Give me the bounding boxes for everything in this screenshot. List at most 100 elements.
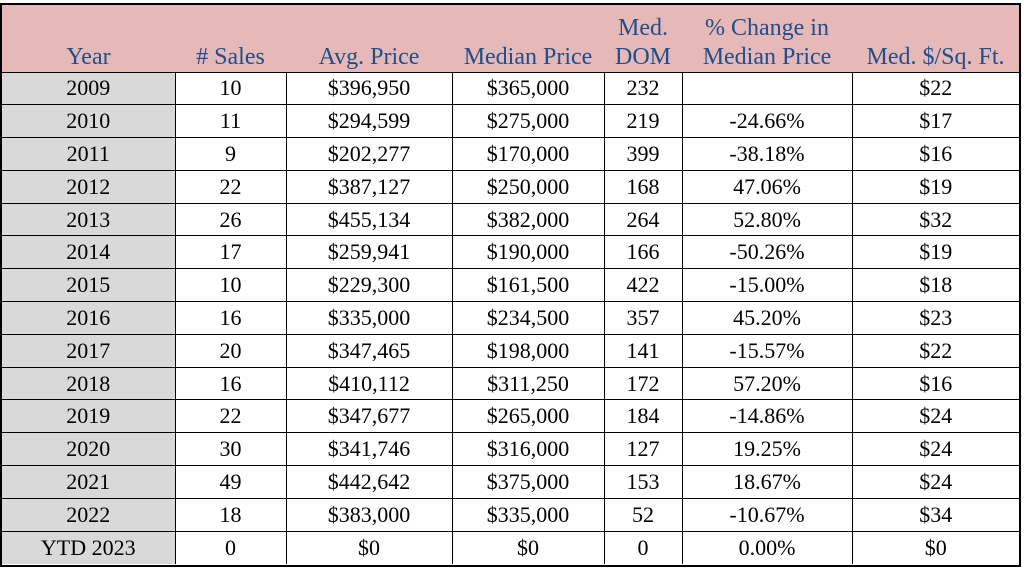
table-row: 2009 10 $396,950 $365,000 232 $22 — [2, 72, 1019, 106]
sales-count-cell: 10 — [175, 72, 287, 106]
median-price-cell: $0 — [452, 531, 605, 564]
sales-count-cell: 18 — [175, 498, 287, 532]
header-sales: # Sales — [175, 5, 286, 73]
median-price-cell: $316,000 — [452, 432, 605, 467]
year-cell: 2012 — [2, 170, 176, 204]
sales-count-cell: 9 — [175, 137, 287, 171]
median-price-cell: $335,000 — [452, 498, 605, 532]
header-pct-change-line2: Median Price — [702, 43, 832, 70]
median-dom-cell: 219 — [604, 104, 683, 139]
pct-change-cell: -24.66% — [682, 104, 853, 139]
sales-count-cell: 49 — [175, 465, 287, 499]
median-dom-cell: 264 — [604, 203, 683, 237]
price-per-sqft-cell: $24 — [852, 465, 1019, 499]
price-per-sqft-cell: $18 — [852, 268, 1019, 303]
price-per-sqft-cell: $17 — [852, 104, 1019, 139]
avg-price-cell: $347,465 — [286, 334, 453, 368]
price-per-sqft-cell: $16 — [852, 137, 1019, 171]
median-dom-cell: 0 — [604, 531, 683, 564]
year-cell: 2013 — [2, 203, 176, 237]
price-per-sqft-cell: $32 — [852, 203, 1019, 237]
avg-price-cell: $259,941 — [286, 235, 453, 270]
price-per-sqft-cell: $24 — [852, 399, 1019, 434]
median-dom-cell: 141 — [604, 334, 683, 368]
table-row: 2019 22 $347,677 $265,000 184 -14.86% $24 — [2, 399, 1019, 434]
avg-price-cell: $383,000 — [286, 498, 453, 532]
price-per-sqft-cell: $23 — [852, 301, 1019, 335]
header-row: Year # Sales Avg. Price Median Price Med… — [2, 5, 1019, 73]
header-price-per-sqft: Med. $/Sq. Ft. — [852, 5, 1019, 73]
year-cell: 2009 — [2, 72, 176, 106]
median-dom-cell: 357 — [604, 301, 683, 335]
pct-change-cell: -50.26% — [682, 235, 853, 270]
price-per-sqft-cell: $19 — [852, 235, 1019, 270]
sales-history-table: Year # Sales Avg. Price Median Price Med… — [2, 5, 1019, 564]
header-median-price: Median Price — [452, 5, 604, 73]
header-median-dom: Med. DOM — [604, 5, 682, 73]
median-dom-cell: 168 — [604, 170, 683, 204]
year-cell: 2018 — [2, 367, 176, 401]
table-row: 2010 11 $294,599 $275,000 219 -24.66% $17 — [2, 104, 1019, 139]
year-cell: 2014 — [2, 235, 176, 270]
median-price-cell: $311,250 — [452, 367, 605, 401]
year-cell: 2016 — [2, 301, 176, 335]
table-row: 2012 22 $387,127 $250,000 168 47.06% $19 — [2, 170, 1019, 204]
header-pct-change-line1: % Change in — [705, 14, 829, 41]
year-cell: 2022 — [2, 498, 176, 532]
sales-count-cell: 11 — [175, 104, 287, 139]
year-cell: 2015 — [2, 268, 176, 303]
table-row: 2016 16 $335,000 $234,500 357 45.20% $23 — [2, 301, 1019, 335]
sales-count-cell: 30 — [175, 432, 287, 467]
year-cell: YTD 2023 — [2, 531, 176, 564]
median-dom-cell: 184 — [604, 399, 683, 434]
sales-count-cell: 22 — [175, 399, 287, 434]
avg-price-cell: $294,599 — [286, 104, 453, 139]
avg-price-cell: $202,277 — [286, 137, 453, 171]
table-row: 2013 26 $455,134 $382,000 264 52.80% $32 — [2, 203, 1019, 237]
avg-price-cell: $396,950 — [286, 72, 453, 106]
table-row: 2022 18 $383,000 $335,000 52 -10.67% $34 — [2, 498, 1019, 532]
price-per-sqft-cell: $24 — [852, 432, 1019, 467]
median-dom-cell: 232 — [604, 72, 683, 106]
price-per-sqft-cell: $0 — [924, 534, 947, 560]
median-dom-cell: 172 — [604, 367, 683, 401]
pct-change-cell: -15.00% — [682, 268, 853, 303]
median-price-cell: $265,000 — [452, 399, 605, 434]
pct-change-cell: -15.57% — [682, 334, 853, 368]
median-dom-cell: 52 — [604, 498, 683, 532]
median-price-cell: $275,000 — [452, 104, 605, 139]
sales-count-cell: 22 — [175, 170, 287, 204]
median-price-cell: $234,500 — [452, 301, 605, 335]
pct-change-cell — [682, 72, 853, 106]
header-avg-price: Avg. Price — [286, 5, 452, 73]
sales-count-cell: 20 — [175, 334, 287, 368]
median-price-cell: $382,000 — [452, 203, 605, 237]
median-price-cell: $170,000 — [452, 137, 605, 171]
header-year: Year — [2, 5, 175, 73]
sales-count-cell: 17 — [175, 235, 287, 270]
median-dom-cell: 422 — [604, 268, 683, 303]
pct-change-cell: 52.80% — [682, 203, 853, 237]
table-row: 2015 10 $229,300 $161,500 422 -15.00% $18 — [2, 268, 1019, 303]
median-price-cell: $250,000 — [452, 170, 605, 204]
median-dom-cell: 127 — [604, 432, 683, 467]
pct-change-cell: -10.67% — [682, 498, 853, 532]
median-dom-cell: 153 — [604, 465, 683, 499]
avg-price-cell: $410,112 — [286, 367, 453, 401]
avg-price-cell: $442,642 — [286, 465, 453, 499]
table-row: 2018 16 $410,112 $311,250 172 57.20% $16 — [2, 367, 1019, 401]
pct-change-cell: -38.18% — [682, 137, 853, 171]
header-pct-change: % Change in Median Price — [682, 5, 852, 73]
year-cell: 2011 — [2, 137, 176, 171]
table-body: 2009 10 $396,950 $365,000 232 $22 2010 11 $294,5… — [2, 72, 1019, 564]
year-cell: 2019 — [2, 399, 176, 434]
median-dom-cell: 166 — [604, 235, 683, 270]
year-cell: 2020 — [2, 432, 176, 467]
pct-change-cell: 19.25% — [682, 432, 853, 467]
header-median-dom-line1: Med. — [618, 14, 668, 41]
table-row: YTD 2023 0 $0 $0 0 0.00% $0 — [2, 531, 1019, 564]
avg-price-cell: $0 — [286, 531, 453, 564]
median-dom-cell: 399 — [604, 137, 683, 171]
sales-count-cell: 16 — [175, 367, 287, 401]
sales-count-cell: 16 — [175, 301, 287, 335]
